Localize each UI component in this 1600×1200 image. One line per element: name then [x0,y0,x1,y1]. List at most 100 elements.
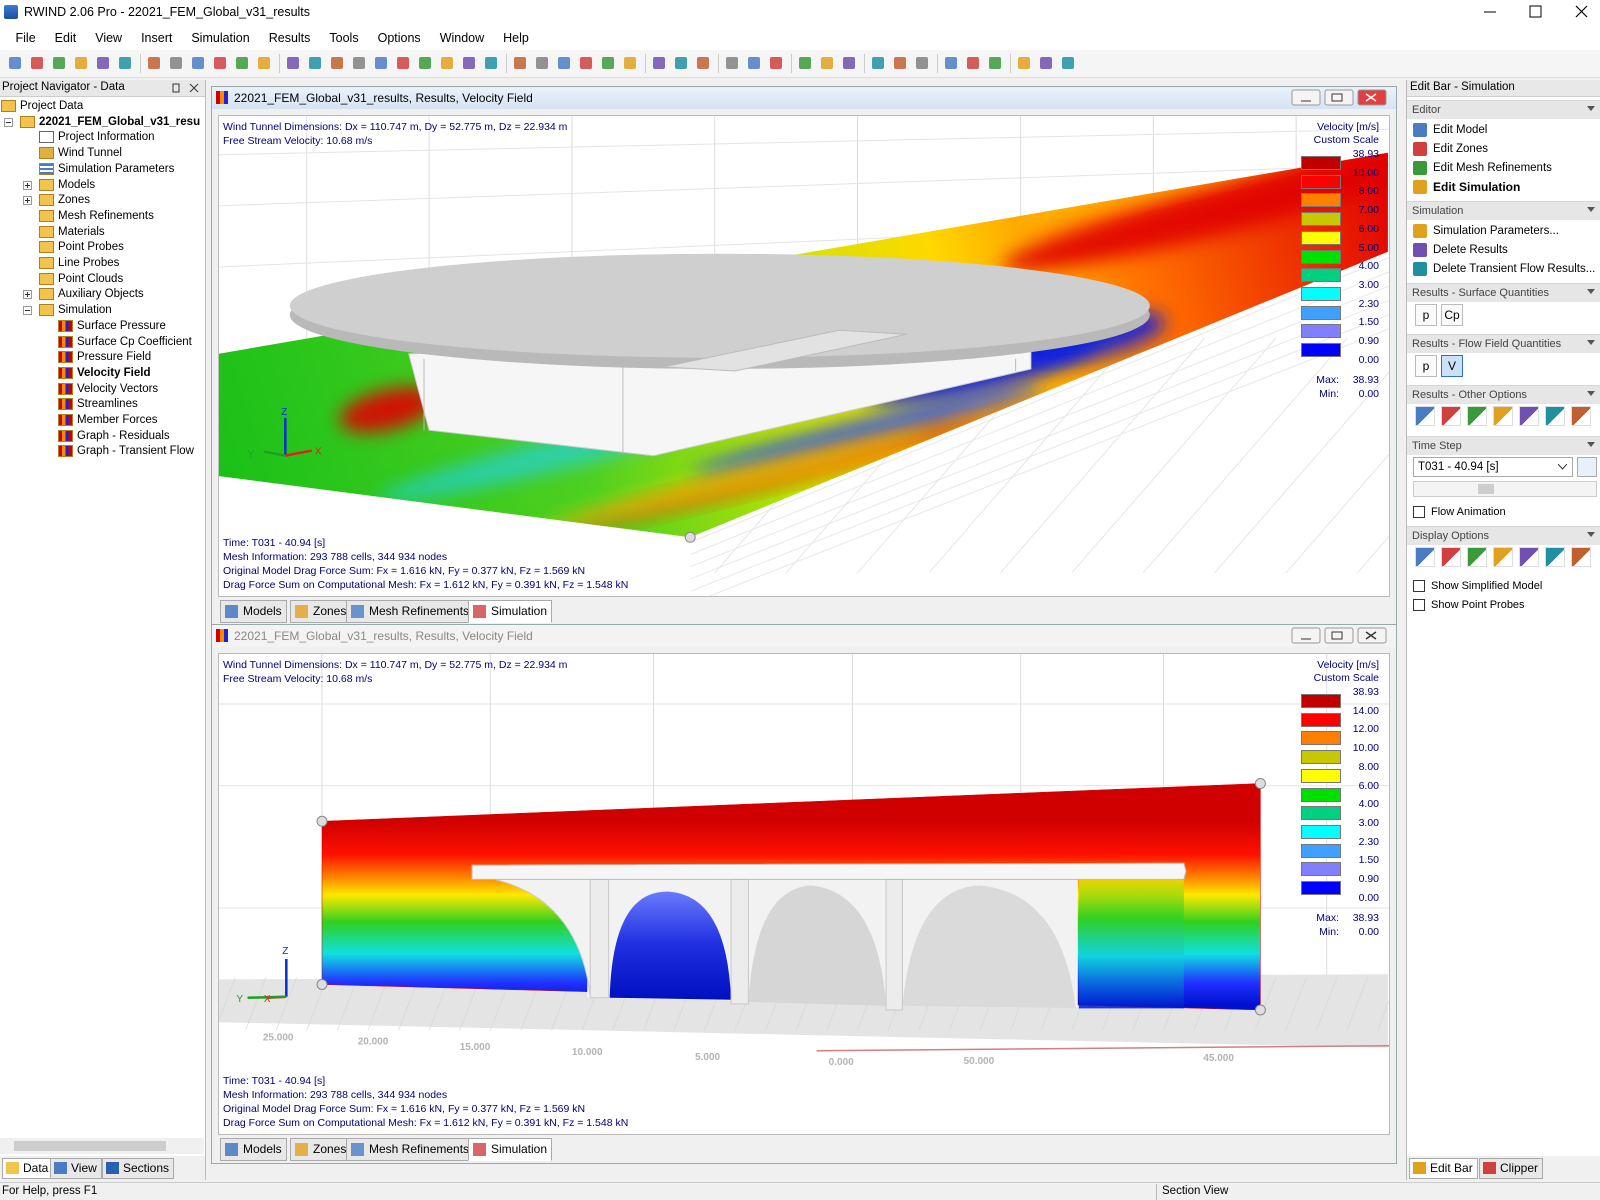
toolbar-button[interactable] [145,54,163,72]
toolbar-button[interactable] [599,54,617,72]
option-button[interactable] [1467,547,1487,567]
tree-item[interactable]: Wind Tunnel [58,147,122,160]
tree-item[interactable]: Project Information [58,131,155,144]
toolbar-button[interactable] [189,54,207,72]
toolbar-button[interactable] [1037,54,1055,72]
tree-item[interactable]: Auxiliary Objects [58,288,144,301]
menu-item[interactable]: File [15,31,36,45]
toolbar-button[interactable] [986,54,1004,72]
tree-expander[interactable] [4,117,13,127]
option-button[interactable] [1467,406,1487,426]
toolbar-button[interactable] [621,54,639,72]
toolbar-button[interactable] [723,54,741,72]
time-step-slider[interactable] [1413,481,1597,497]
toolbar-button[interactable] [350,54,368,72]
toolbar-button[interactable] [1015,54,1033,72]
view-tab[interactable]: Zones [290,600,352,623]
tree-item[interactable]: Mesh Refinements [58,209,154,222]
status-mode[interactable]: Section View [1162,1185,1229,1197]
toolbar-button[interactable] [869,54,887,72]
edit-bar-item[interactable]: Simulation Parameters... [1407,222,1600,241]
toolbar-button[interactable] [913,54,931,72]
toolbar-button[interactable] [533,54,551,72]
view-tab[interactable]: Simulation [468,1138,553,1161]
option-button[interactable] [1571,406,1591,426]
toolbar-button[interactable] [650,54,668,72]
section-header[interactable]: Simulation [1407,201,1600,220]
tree-expander[interactable] [23,290,32,300]
view-tab[interactable]: Mesh Refinements [346,1138,475,1161]
toolbar-button[interactable] [460,54,478,72]
view-tab[interactable]: Zones [290,1138,352,1161]
view-tab[interactable]: Models [220,600,287,623]
section-header[interactable]: Editor [1407,100,1600,119]
tree-expander[interactable] [23,180,32,190]
toolbar-button[interactable] [50,54,68,72]
tree-item[interactable]: Graph - Transient Flow [77,445,194,458]
toolbar-button[interactable] [818,54,836,72]
toolbar-button[interactable] [211,54,229,72]
checkbox-row[interactable]: Flow Animation [1407,503,1600,522]
toolbar-button[interactable] [672,54,690,72]
tree-expander[interactable] [23,306,32,316]
toolbar-button[interactable] [6,54,24,72]
checkbox-row[interactable]: Show Simplified Model [1407,577,1600,596]
tree-item[interactable]: Surface Pressure [77,319,166,332]
menu-item[interactable]: Edit [54,31,77,45]
section-header[interactable]: Results - Surface Quantities [1407,283,1600,302]
tree-item[interactable]: Simulation Parameters [58,162,175,175]
option-button[interactable] [1545,406,1565,426]
tree-item[interactable]: Surface Cp Coefficient [77,335,192,348]
toolbar-button[interactable] [306,54,324,72]
toolbar-button[interactable] [745,54,763,72]
option-button[interactable] [1545,547,1565,567]
menu-item[interactable]: Window [439,31,485,45]
toolbar-button[interactable] [482,54,500,72]
option-button[interactable] [1415,547,1435,567]
time-step-select[interactable]: T031 - 40.94 [s] [1413,457,1573,477]
edit-bar-item[interactable]: Delete Results [1407,241,1600,260]
tree-item[interactable]: Models [58,178,96,191]
menu-item[interactable]: Help [503,31,529,45]
toolbar-button[interactable] [840,54,858,72]
view-tab[interactable]: Simulation [468,600,553,623]
tree-item[interactable]: Point Clouds [58,272,124,285]
edit-bar-item[interactable]: Delete Transient Flow Results... [1407,260,1600,279]
edit-bar-item[interactable]: Edit Model [1407,121,1600,140]
result-button[interactable]: p [1415,304,1437,326]
toolbar-button[interactable] [767,54,785,72]
menu-item[interactable]: Simulation [191,31,250,45]
toolbar-button[interactable] [942,54,960,72]
toolbar-button[interactable] [28,54,46,72]
result-button[interactable]: V [1441,355,1463,377]
toolbar-button[interactable] [255,54,273,72]
tree-item[interactable]: Point Probes [58,241,124,254]
edit-bar-item[interactable]: Edit Mesh Refinements [1407,159,1600,178]
toolbar-button[interactable] [394,54,412,72]
toolbar-button[interactable] [72,54,90,72]
navigator-tab[interactable]: View [50,1158,102,1179]
menu-item[interactable]: Options [377,31,421,45]
option-button[interactable] [1571,547,1591,567]
view-tab[interactable]: Models [220,1138,287,1161]
edit-bar-item[interactable]: Edit Zones [1407,140,1600,159]
tree-item[interactable]: Project Data [20,100,84,112]
toolbar-button[interactable] [796,54,814,72]
tree-expander[interactable] [23,196,32,206]
tree-item[interactable]: Pressure Field [77,351,152,364]
menu-item[interactable]: Tools [329,31,359,45]
section-header[interactable]: Display Options [1407,526,1600,545]
tree-item[interactable]: Graph - Residuals [77,429,170,442]
toolbar-button[interactable] [116,54,134,72]
toolbar-button[interactable] [1059,54,1077,72]
toolbar-button[interactable] [438,54,456,72]
section-header[interactable]: Time Step [1407,436,1600,455]
edit-bar-tab[interactable]: Clipper [1479,1158,1544,1179]
toolbar-button[interactable] [372,54,390,72]
tree-item[interactable]: Velocity Vectors [77,382,159,395]
toolbar-button[interactable] [328,54,346,72]
navigator-tab[interactable]: Data [2,1158,54,1179]
toolbar-button[interactable] [891,54,909,72]
tree-item[interactable]: Streamlines [77,398,138,411]
edit-bar-item[interactable]: Edit Simulation [1407,178,1600,197]
